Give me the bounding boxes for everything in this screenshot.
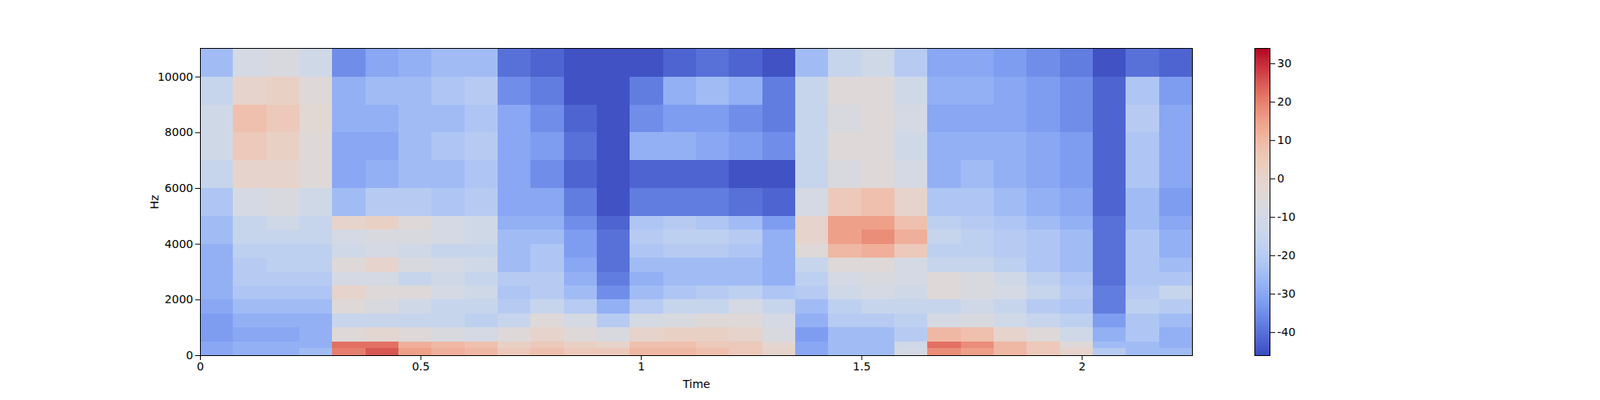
svg-text:-10: -10 [1277, 210, 1296, 224]
svg-text:1: 1 [637, 360, 645, 373]
svg-text:0: 0 [186, 348, 194, 362]
svg-text:1.5: 1.5 [852, 360, 871, 373]
svg-text:Time: Time [681, 377, 710, 391]
svg-text:-30: -30 [1277, 287, 1296, 300]
svg-text:-20: -20 [1277, 248, 1296, 262]
svg-text:0: 0 [1277, 172, 1285, 185]
svg-text:6000: 6000 [164, 181, 194, 195]
svg-text:-40: -40 [1277, 325, 1296, 339]
svg-text:10: 10 [1277, 133, 1292, 147]
svg-text:0.5: 0.5 [412, 360, 430, 373]
svg-text:4000: 4000 [164, 237, 194, 251]
svg-text:Hz: Hz [148, 195, 161, 210]
svg-text:2000: 2000 [164, 292, 194, 306]
svg-text:20: 20 [1277, 95, 1292, 108]
svg-text:0: 0 [196, 360, 204, 373]
svg-text:8000: 8000 [164, 125, 194, 139]
svg-text:10000: 10000 [157, 70, 194, 84]
svg-text:2: 2 [1078, 360, 1086, 373]
svg-text:30: 30 [1277, 56, 1292, 70]
